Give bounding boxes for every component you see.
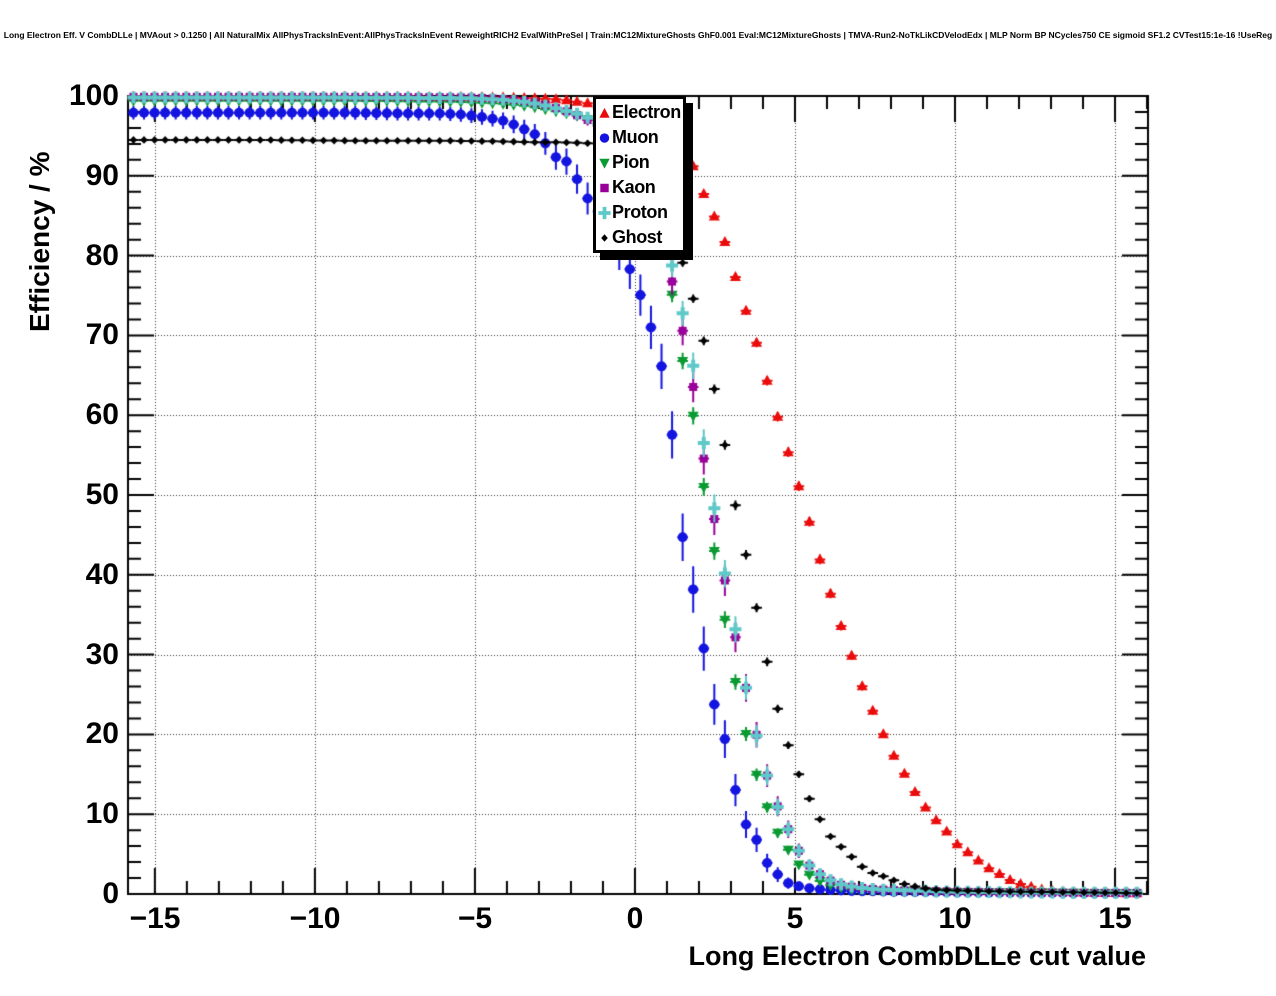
y-tick-label-70: 70 xyxy=(85,318,119,351)
y-tick-label-20: 20 xyxy=(85,717,119,750)
x-tick-label-m10: −10 xyxy=(289,902,341,935)
x-axis-title: Long Electron CombDLLe cut value xyxy=(688,941,1146,971)
electron-triangle-marker-icon xyxy=(597,105,612,121)
x-tick-label-0: 0 xyxy=(626,902,644,935)
legend-entry-ghost: Ghost xyxy=(597,225,683,250)
y-tick-label-50: 50 xyxy=(85,478,119,511)
y-tick-label-100: 100 xyxy=(68,79,119,112)
y-tick-label-90: 90 xyxy=(85,159,119,192)
legend-entry-muon: Muon xyxy=(597,125,683,150)
y-tick-label-10: 10 xyxy=(85,797,119,830)
legend-label: Kaon xyxy=(612,177,656,197)
y-tick-label-60: 60 xyxy=(85,398,119,431)
pion-triangle-down-marker-icon xyxy=(597,155,612,171)
legend-label: Muon xyxy=(612,127,659,147)
ghost-diamond-marker-icon xyxy=(597,230,612,246)
legend-label: Pion xyxy=(612,152,650,172)
x-tick-label-5: 5 xyxy=(786,902,804,935)
x-tick-label-m5: −5 xyxy=(457,902,493,935)
y-tick-label-40: 40 xyxy=(85,558,119,591)
legend-entry-proton: Proton xyxy=(597,200,683,225)
proton-cross-marker-icon xyxy=(597,205,612,221)
y-tick-label-0: 0 xyxy=(102,877,119,910)
legend-label: Ghost xyxy=(612,227,662,247)
legend-label: Proton xyxy=(612,202,668,222)
y-tick-label-80: 80 xyxy=(85,239,119,272)
legend-entry-pion: Pion xyxy=(597,150,683,175)
x-tick-label-15: 15 xyxy=(1098,902,1132,935)
muon-circle-marker-icon xyxy=(597,130,612,146)
legend-entry-electron: Electron xyxy=(597,100,683,125)
x-tick-label-m15: −15 xyxy=(129,902,181,935)
kaon-square-marker-icon xyxy=(597,180,612,196)
legend-box: Electron Muon Pion Kaon Proton Ghost xyxy=(593,96,686,253)
y-tick-label-30: 30 xyxy=(85,638,119,671)
x-tick-label-10: 10 xyxy=(938,902,972,935)
legend-entry-kaon: Kaon xyxy=(597,175,683,200)
legend-label: Electron xyxy=(612,102,681,122)
